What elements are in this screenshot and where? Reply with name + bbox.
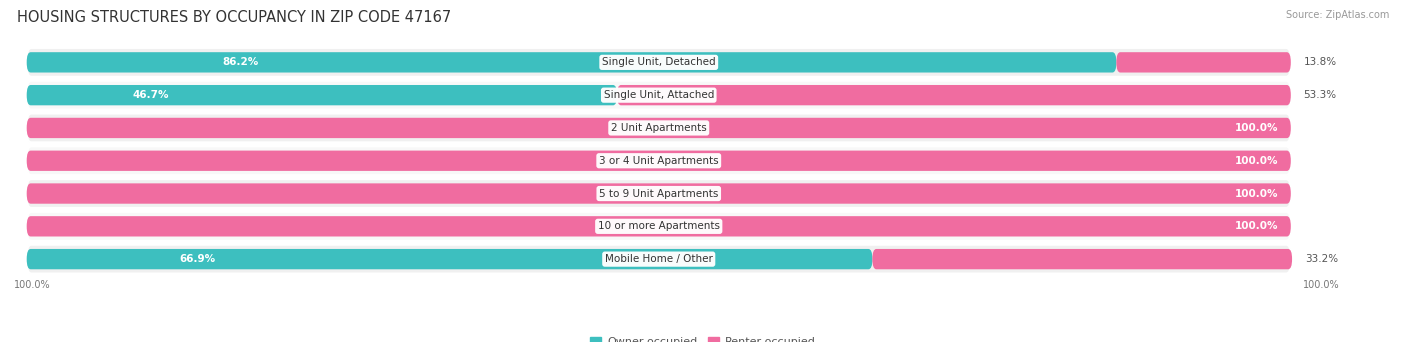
FancyBboxPatch shape [27,81,1291,109]
FancyBboxPatch shape [27,114,1291,142]
Text: Single Unit, Detached: Single Unit, Detached [602,57,716,67]
Text: HOUSING STRUCTURES BY OCCUPANCY IN ZIP CODE 47167: HOUSING STRUCTURES BY OCCUPANCY IN ZIP C… [17,10,451,25]
FancyBboxPatch shape [27,249,872,269]
FancyBboxPatch shape [617,85,1291,105]
FancyBboxPatch shape [27,245,1291,274]
Text: 33.2%: 33.2% [1305,254,1339,264]
FancyBboxPatch shape [1116,52,1291,73]
Text: 53.3%: 53.3% [1303,90,1337,100]
FancyBboxPatch shape [27,212,1291,241]
Text: Mobile Home / Other: Mobile Home / Other [605,254,713,264]
Text: 10 or more Apartments: 10 or more Apartments [598,221,720,231]
Text: 100.0%: 100.0% [1234,156,1278,166]
Text: 86.2%: 86.2% [222,57,259,67]
Text: Source: ZipAtlas.com: Source: ZipAtlas.com [1285,10,1389,20]
FancyBboxPatch shape [27,48,1291,77]
Text: Single Unit, Attached: Single Unit, Attached [603,90,714,100]
Text: 13.8%: 13.8% [1303,57,1337,67]
Text: 100.0%: 100.0% [1234,221,1278,231]
Text: 100.0%: 100.0% [1234,123,1278,133]
Text: 5 to 9 Unit Apartments: 5 to 9 Unit Apartments [599,188,718,199]
Text: 0.0%: 0.0% [620,156,647,166]
Text: 66.9%: 66.9% [179,254,215,264]
FancyBboxPatch shape [27,150,1291,171]
Text: 3 or 4 Unit Apartments: 3 or 4 Unit Apartments [599,156,718,166]
Text: 100.0%: 100.0% [1303,280,1340,290]
FancyBboxPatch shape [27,85,617,105]
FancyBboxPatch shape [27,146,1291,175]
Text: 46.7%: 46.7% [134,90,170,100]
FancyBboxPatch shape [27,216,1291,237]
Text: 100.0%: 100.0% [1234,188,1278,199]
Text: 0.0%: 0.0% [620,123,647,133]
Legend: Owner-occupied, Renter-occupied: Owner-occupied, Renter-occupied [586,332,820,342]
FancyBboxPatch shape [27,118,1291,138]
Text: 100.0%: 100.0% [14,280,51,290]
Text: 2 Unit Apartments: 2 Unit Apartments [610,123,707,133]
FancyBboxPatch shape [27,179,1291,208]
Text: 0.0%: 0.0% [620,188,647,199]
FancyBboxPatch shape [27,183,1291,204]
FancyBboxPatch shape [27,52,1116,73]
Text: 0.0%: 0.0% [620,221,647,231]
FancyBboxPatch shape [872,249,1292,269]
